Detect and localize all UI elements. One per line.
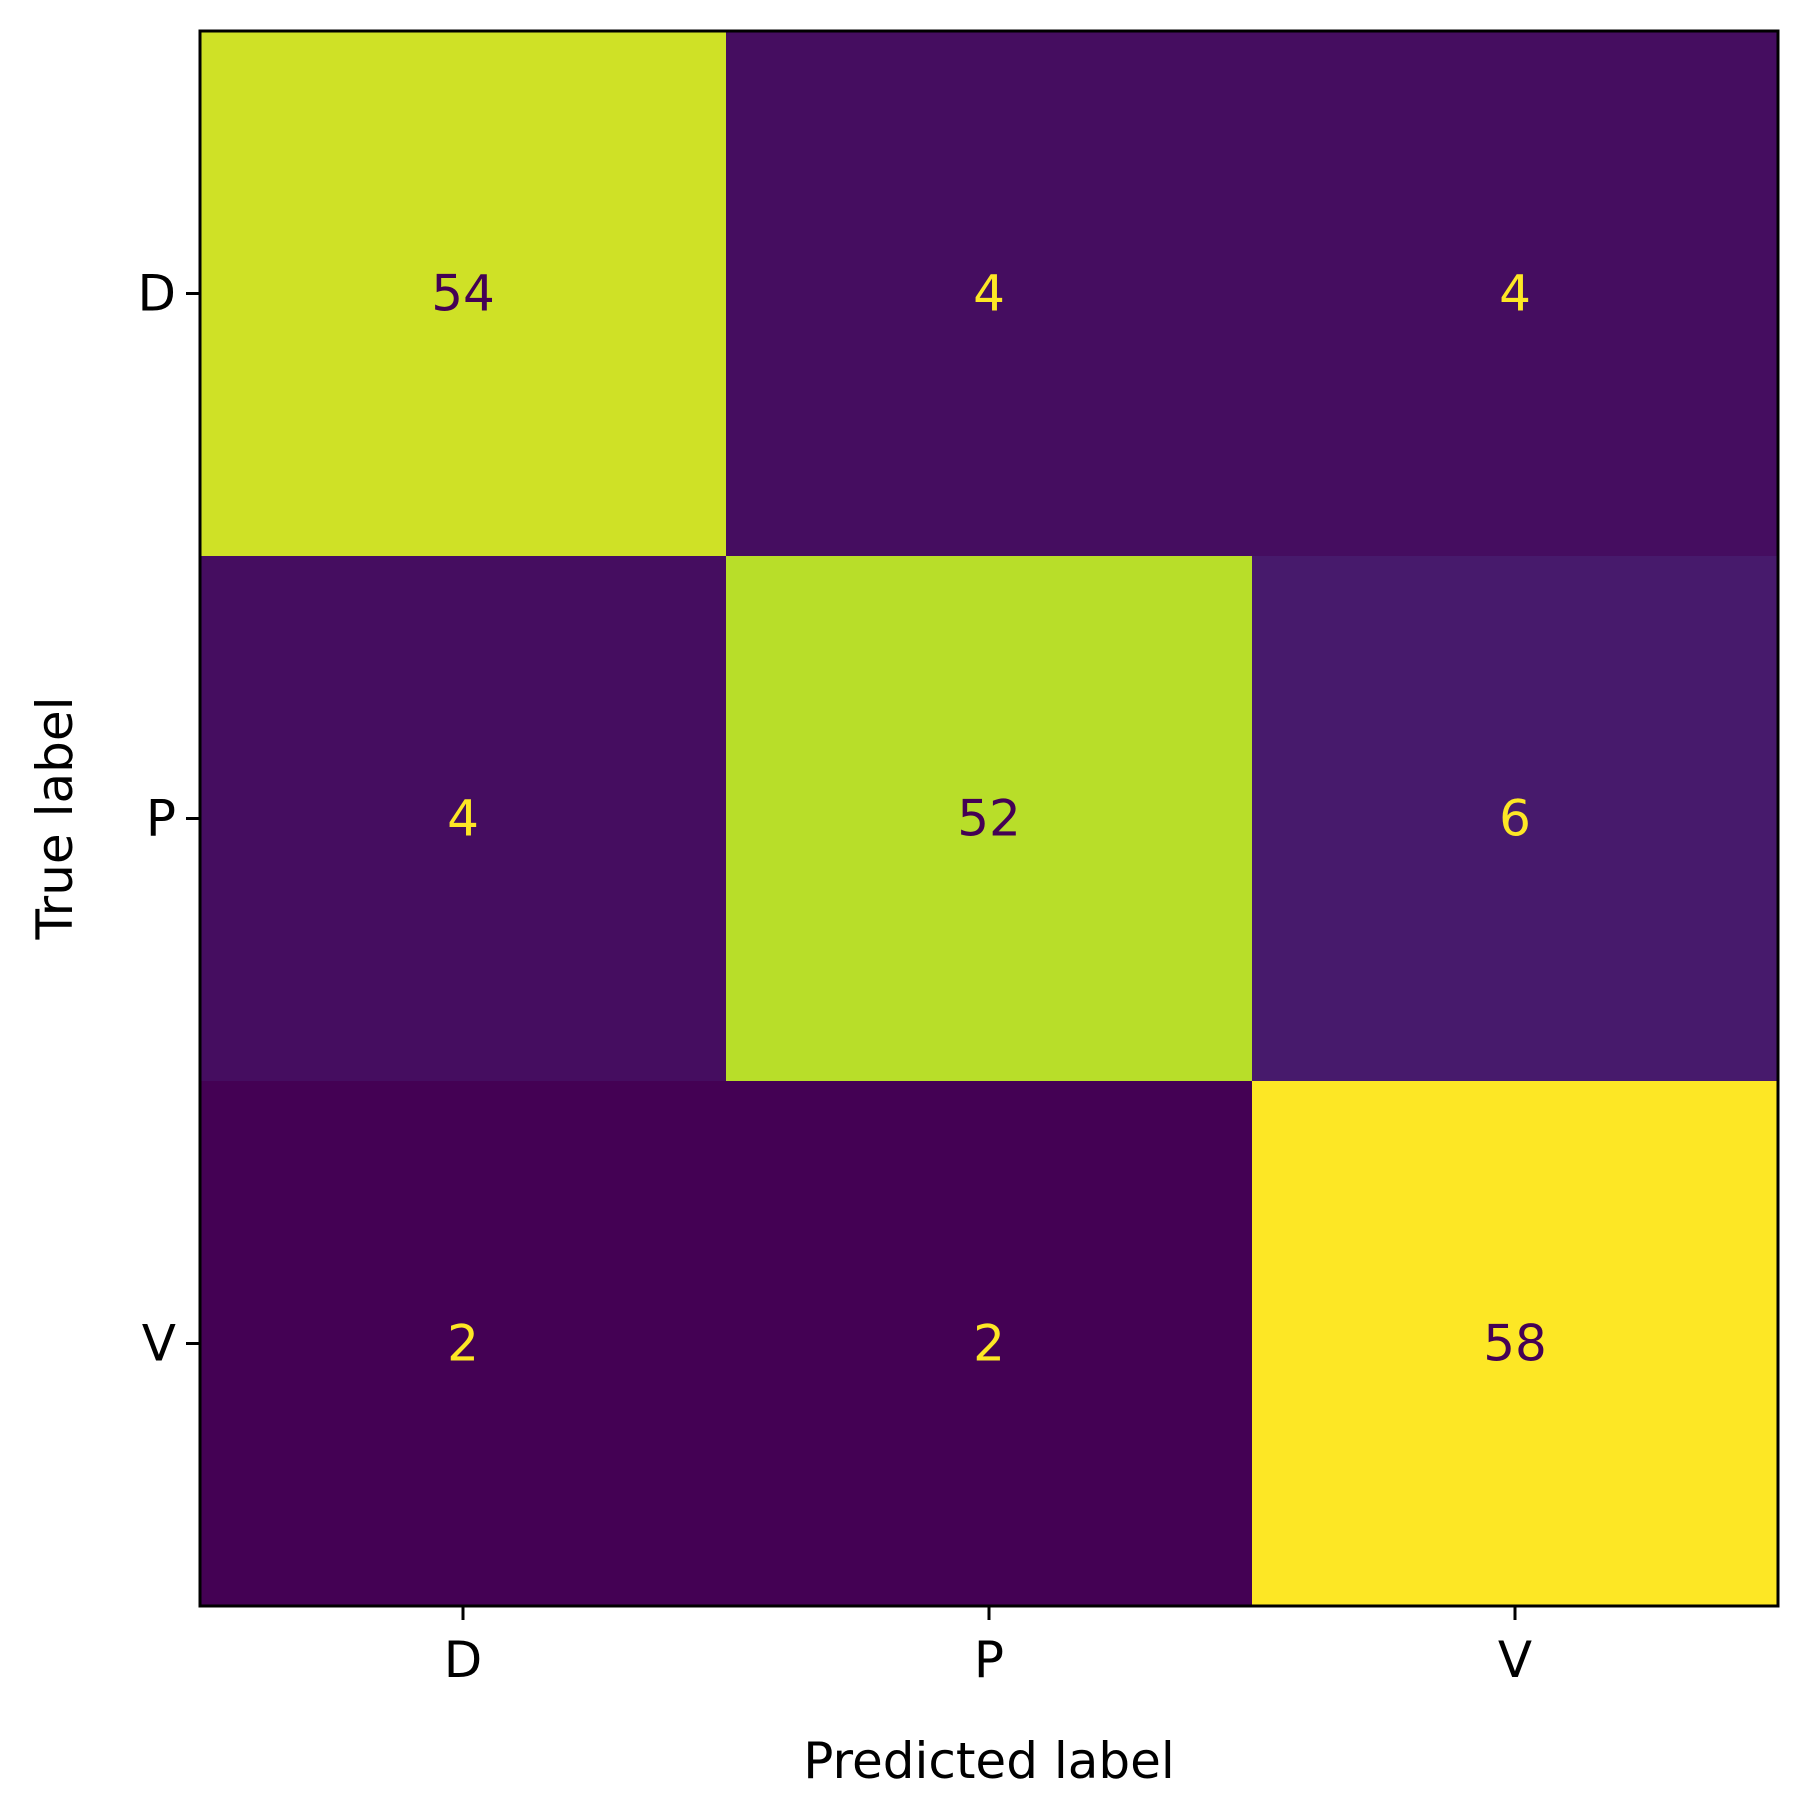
heatmap-cell-D-P: [726, 31, 1253, 557]
x-axis-label: Predicted label: [803, 1732, 1175, 1790]
heatmap-cell-P-V: [1252, 556, 1779, 1082]
x-tick-label-P: P: [974, 1631, 1004, 1689]
cell-value-D-D: 54: [431, 265, 495, 323]
heatmap-cell-V-P: [726, 1081, 1253, 1607]
heatmap-cell-P-P: [726, 556, 1253, 1082]
cell-value-D-V: 4: [1499, 265, 1531, 323]
y-tick-label-D: D: [137, 265, 176, 323]
cell-value-P-V: 6: [1499, 790, 1531, 848]
cell-value-P-P: 52: [957, 790, 1021, 848]
heatmap-cell-P-D: [200, 556, 727, 1082]
cell-value-V-D: 2: [447, 1315, 479, 1373]
x-tick-label-V: V: [1498, 1631, 1532, 1689]
heatmap-cell-D-D: [200, 31, 727, 557]
y-axis-label: True label: [26, 696, 84, 940]
y-tick-label-P: P: [146, 790, 176, 848]
cell-value-V-V: 58: [1483, 1315, 1547, 1373]
cell-value-labels: 54 4 4 4 52 6 2 2 58: [431, 265, 1547, 1373]
cell-value-D-P: 4: [973, 265, 1005, 323]
heatmap-cell-V-V: [1252, 1081, 1779, 1607]
heatmap-cell-V-D: [200, 1081, 727, 1607]
y-tick-label-V: V: [142, 1315, 176, 1373]
y-axis-ticks: D P V: [137, 265, 200, 1373]
heatmap-cells: [200, 31, 1779, 1607]
heatmap-cell-D-V: [1252, 31, 1779, 557]
x-tick-label-D: D: [444, 1631, 483, 1689]
cell-value-P-D: 4: [447, 790, 479, 848]
cell-value-V-P: 2: [973, 1315, 1005, 1373]
